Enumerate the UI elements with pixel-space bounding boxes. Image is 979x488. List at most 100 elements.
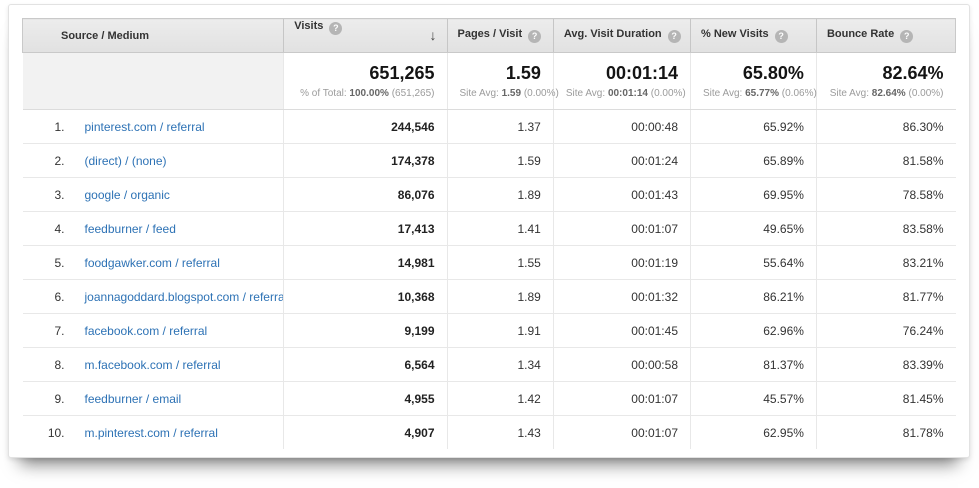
source-medium-link[interactable]: feedburner / feed (84, 221, 176, 236)
col-header-pages-per-visit[interactable]: Pages / Visit? (446, 18, 554, 53)
table-row: 8. m.facebook.com / referral 6,564 1.34 0… (22, 347, 956, 382)
source-medium-link[interactable]: facebook.com / referral (84, 323, 208, 338)
visits-cell: 14,981 (283, 245, 447, 280)
bounce-rate-cell: 83.58% (815, 211, 956, 246)
summary-pages-subtext: Site Avg: 1.59 (0.00%) (459, 88, 559, 99)
summary-bounce-value: 82.64% (882, 63, 944, 83)
bounce-rate-cell: 81.78% (815, 415, 956, 449)
source-medium-link[interactable]: foodgawker.com / referral (84, 255, 220, 270)
table-row: 4. feedburner / feed 17,413 1.41 00:01:07… (22, 211, 956, 246)
pages-per-visit-cell: 1.89 (446, 177, 554, 212)
bounce-rate-cell: 83.39% (815, 347, 956, 382)
source-medium-link[interactable]: (direct) / (none) (84, 153, 167, 168)
visits-cell: 10,368 (283, 279, 447, 314)
help-icon[interactable]: ? (900, 30, 914, 43)
source-medium-link[interactable]: m.facebook.com / referral (84, 357, 221, 372)
avg-visit-duration-cell: 00:01:19 (552, 245, 691, 280)
bounce-rate-cell: 81.45% (815, 381, 956, 416)
source-medium-cell: 10. m.pinterest.com / referral (22, 415, 284, 449)
pages-per-visit-cell: 1.55 (446, 245, 554, 280)
col-header-avg-visit-duration[interactable]: Avg. Visit Duration? (552, 18, 691, 53)
table-row: 10. m.pinterest.com / referral 4,907 1.43… (22, 415, 956, 449)
pct-new-visits-cell: 45.57% (690, 381, 817, 416)
summary-dimension-cell (22, 52, 284, 110)
visits-cell: 86,076 (283, 177, 447, 212)
col-header-label: % New Visits (701, 28, 769, 40)
source-medium-link[interactable]: m.pinterest.com / referral (84, 425, 218, 440)
source-medium-link[interactable]: feedburner / email (84, 391, 182, 406)
row-index: 8. (54, 357, 65, 372)
avg-visit-duration-cell: 00:01:45 (552, 313, 691, 348)
pct-new-visits-cell: 69.95% (690, 177, 817, 212)
summary-new-visits-cell: 65.80% Site Avg: 65.77% (0.06%) (690, 52, 817, 110)
pct-new-visits-cell: 49.65% (690, 211, 817, 246)
summary-new-visits-value: 65.80% (742, 63, 804, 83)
col-header-label: Visits (294, 20, 324, 32)
avg-visit-duration-cell: 00:01:07 (552, 381, 691, 416)
table-header-row: Source / Medium ↓ Visits? Pages / Visit?… (21, 18, 957, 53)
help-icon[interactable]: ? (528, 30, 542, 43)
summary-new-visits-subtext: Site Avg: 65.77% (0.06%) (703, 88, 817, 99)
bounce-rate-cell: 78.58% (815, 177, 956, 212)
table-row: 3. google / organic 86,076 1.89 00:01:43 … (22, 177, 956, 212)
visits-cell: 17,413 (283, 211, 447, 246)
table-row: 5. foodgawker.com / referral 14,981 1.55 … (22, 245, 956, 280)
source-medium-link[interactable]: joannagoddard.blogspot.com / referral (84, 289, 284, 304)
col-header-source-medium[interactable]: Source / Medium (21, 18, 284, 53)
source-medium-cell: 1. pinterest.com / referral (22, 109, 284, 144)
sort-descending-icon[interactable]: ↓ (429, 27, 437, 43)
visits-cell: 174,378 (283, 143, 447, 178)
row-index: 3. (54, 187, 65, 202)
source-medium-cell: 3. google / organic (22, 177, 284, 212)
summary-duration-value: 00:01:14 (605, 63, 678, 83)
row-index: 10. (47, 425, 65, 440)
source-medium-cell: 4. feedburner / feed (22, 211, 284, 246)
avg-visit-duration-cell: 00:01:32 (552, 279, 691, 314)
pct-new-visits-cell: 65.89% (690, 143, 817, 178)
pages-per-visit-cell: 1.37 (446, 109, 554, 144)
col-header-bounce-rate[interactable]: Bounce Rate? (815, 18, 957, 53)
col-header-visits[interactable]: ↓ Visits? (283, 18, 447, 53)
pct-new-visits-cell: 86.21% (690, 279, 817, 314)
pages-per-visit-cell: 1.59 (446, 143, 554, 178)
summary-visits-cell: 651,265 % of Total: 100.00% (651,265) (283, 52, 447, 110)
pages-per-visit-cell: 1.91 (446, 313, 554, 348)
help-icon[interactable]: ? (667, 30, 681, 43)
visits-cell: 244,546 (283, 109, 447, 144)
analytics-report-card: Source / Medium ↓ Visits? Pages / Visit?… (8, 4, 970, 458)
avg-visit-duration-cell: 00:00:58 (552, 347, 691, 382)
pct-new-visits-cell: 62.95% (690, 415, 817, 449)
bounce-rate-cell: 86.30% (815, 109, 956, 144)
summary-visits-value: 651,265 (369, 63, 435, 83)
bounce-rate-cell: 81.58% (815, 143, 956, 178)
table-row: 9. feedburner / email 4,955 1.42 00:01:07… (22, 381, 956, 416)
source-medium-cell: 2. (direct) / (none) (22, 143, 284, 178)
row-index: 9. (54, 391, 65, 406)
summary-visits-subtext: % of Total: 100.00% (651,265) (300, 88, 435, 99)
source-medium-cell: 5. foodgawker.com / referral (22, 245, 284, 280)
source-medium-cell: 8. m.facebook.com / referral (22, 347, 284, 382)
help-icon[interactable]: ? (329, 22, 343, 35)
row-index: 6. (54, 289, 65, 304)
source-medium-cell: 7. facebook.com / referral (22, 313, 284, 348)
summary-duration-cell: 00:01:14 Site Avg: 00:01:14 (0.00%) (552, 52, 691, 110)
col-header-pct-new-visits[interactable]: % New Visits? (690, 18, 817, 53)
pages-per-visit-cell: 1.42 (446, 381, 554, 416)
pages-per-visit-cell: 1.41 (446, 211, 554, 246)
table-row: 1. pinterest.com / referral 244,546 1.37 … (22, 109, 956, 144)
pct-new-visits-cell: 81.37% (690, 347, 817, 382)
summary-bounce-subtext: Site Avg: 82.64% (0.00%) (829, 88, 944, 99)
source-medium-link[interactable]: google / organic (84, 187, 170, 202)
visits-cell: 9,199 (283, 313, 447, 348)
avg-visit-duration-cell: 00:00:48 (552, 109, 691, 144)
pct-new-visits-cell: 55.64% (690, 245, 817, 280)
avg-visit-duration-cell: 00:01:07 (552, 211, 691, 246)
visits-cell: 4,907 (283, 415, 447, 449)
help-icon[interactable]: ? (774, 30, 788, 43)
col-header-label: Avg. Visit Duration (563, 28, 662, 40)
row-index: 1. (54, 119, 65, 134)
pages-per-visit-cell: 1.43 (446, 415, 554, 449)
table-row: 7. facebook.com / referral 9,199 1.91 00:… (22, 313, 956, 348)
row-index: 2. (54, 153, 65, 168)
source-medium-link[interactable]: pinterest.com / referral (84, 119, 205, 134)
